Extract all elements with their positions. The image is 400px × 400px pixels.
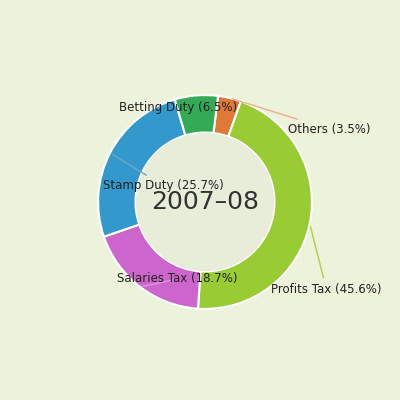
Wedge shape [198,101,312,309]
Wedge shape [104,224,200,309]
Text: Others (3.5%): Others (3.5%) [232,99,371,136]
Wedge shape [98,100,185,237]
Circle shape [136,134,274,270]
Text: Stamp Duty (25.7%): Stamp Duty (25.7%) [104,154,224,192]
Wedge shape [175,95,218,135]
Wedge shape [214,96,241,136]
Text: Salaries Tax (18.7%): Salaries Tax (18.7%) [117,272,238,286]
Text: Profits Tax (45.6%): Profits Tax (45.6%) [271,226,382,296]
Text: Betting Duty (6.5%): Betting Duty (6.5%) [119,97,237,114]
Text: 2007–08: 2007–08 [151,190,259,214]
